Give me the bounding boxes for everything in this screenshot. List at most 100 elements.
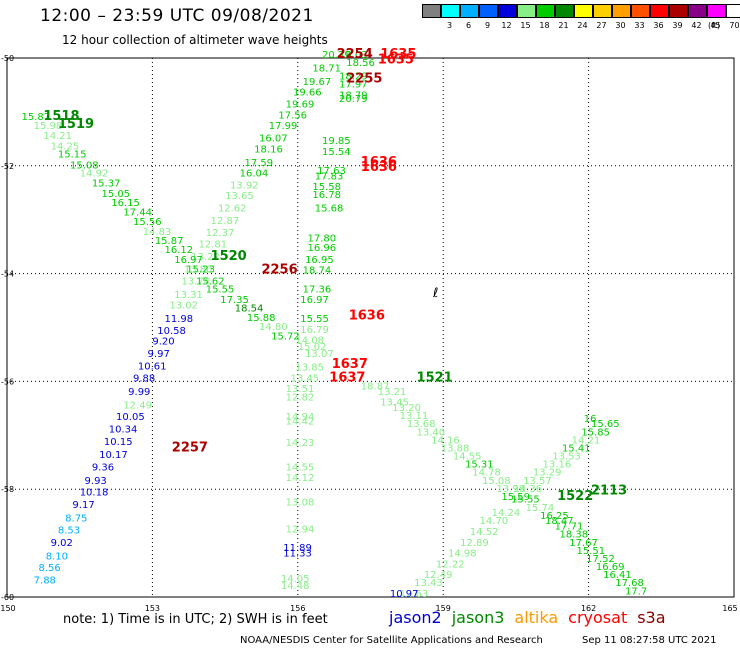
swh-value-label: 13.07: [305, 349, 334, 360]
scale-bin: 70: [725, 4, 740, 30]
swh-value-label: 13.45: [291, 373, 320, 384]
swh-value-label: 8.53: [58, 525, 80, 536]
swh-value-label: 16.97: [174, 255, 203, 266]
pass-time-label: 1636: [349, 308, 385, 323]
satellite-legend-cryosat: cryosat: [568, 608, 628, 627]
scale-bin: 18: [535, 4, 555, 30]
swh-value-label: 17.63: [317, 166, 346, 177]
swh-value-label: 15.87: [22, 112, 51, 123]
scale-swatch: [687, 4, 707, 18]
swh-value-label: 13.21: [378, 387, 407, 398]
scale-tick-label: 70: [729, 21, 740, 30]
swh-value-label: 9.36: [92, 462, 114, 473]
grid-lines: [7, 58, 734, 597]
swh-value-label: 18.03: [339, 50, 368, 61]
swh-value-label: 9.02: [51, 538, 73, 549]
swh-value-label: 16.07: [259, 134, 288, 145]
plot-frame: [6, 57, 735, 598]
swh-value-label: 12.82: [286, 392, 315, 403]
scale-swatch: [611, 4, 631, 18]
pass-time-label: 2256: [261, 263, 297, 278]
swh-value-label: 18.16: [254, 144, 283, 155]
swh-value-label: 14.55: [286, 462, 315, 473]
satellite-legend-s3a: s3a: [637, 608, 666, 627]
swh-value-label: 13.29: [533, 468, 562, 479]
scale-swatch: [592, 4, 612, 18]
scale-bin: 33: [630, 4, 650, 30]
pass-time-label: 1519: [58, 117, 94, 132]
scale-bin: 15: [516, 4, 536, 30]
swh-value-label: 17.99: [269, 121, 298, 132]
swh-value-label: 17.83: [315, 171, 344, 182]
swh-value-label: 15.56: [133, 217, 162, 228]
pass-time-label: 2257: [172, 440, 208, 455]
swh-value-label: 13.92: [230, 180, 259, 191]
page-title: 12:00 – 23:59 UTC 09/08/2021: [40, 6, 314, 26]
scale-swatch: [649, 4, 669, 18]
swh-value-label: 14.12: [286, 473, 315, 484]
swh-value-label: 13.16: [543, 460, 572, 471]
swh-value-label: 14.05: [281, 574, 310, 585]
swh-value-label: 15.08: [482, 476, 511, 487]
scale-tick-label: 18: [539, 21, 550, 30]
swh-value-label: 14.52: [470, 527, 499, 538]
scale-bin: 36: [649, 4, 669, 30]
page-subtitle: 12 hour collection of altimeter wave hei…: [62, 33, 328, 47]
y-tick-label: -56: [1, 377, 14, 386]
scale-tick-label: 21: [558, 21, 569, 30]
scale-tick-label: 39: [672, 21, 683, 30]
swh-value-label: 18.74: [303, 266, 332, 277]
swh-value-label: 14.08: [295, 336, 324, 347]
swh-value-label: 15.88: [247, 313, 276, 324]
swh-value-label: 13.57: [523, 476, 552, 487]
swh-value-label: 9.20: [152, 337, 174, 348]
swh-value-label: 13.31: [174, 290, 203, 301]
swh-value-label: 15.15: [58, 150, 87, 161]
swh-value-label: 14.36: [513, 484, 542, 495]
swh-value-label: 14.42: [286, 417, 315, 428]
swh-value-label: 18.38: [560, 530, 589, 541]
satellite-legend-jason2: jason2: [389, 608, 442, 627]
swh-value-label: 12.49: [424, 570, 453, 581]
swh-value-label: 16.15: [111, 198, 140, 209]
swh-value-label: 17.71: [555, 522, 584, 533]
swh-value-label: 11.98: [165, 314, 194, 325]
scale-bin: 30: [611, 4, 631, 30]
scale-tick-label: 12: [501, 21, 512, 30]
swh-value-label: 12.81: [198, 240, 227, 251]
swh-value-label: 13.74: [181, 276, 210, 287]
scale-tick-label: 24: [577, 21, 588, 30]
axis-ticks: 150 153 156 159 162 165 -50 -52 -54 -56 -58 -60: [0, 54, 737, 613]
pass-time-label: 1520: [211, 249, 247, 264]
scale-tick-label: 27: [596, 21, 607, 30]
swh-value-label: 15.65: [591, 419, 620, 430]
x-tick-label: 153: [145, 604, 160, 613]
swh-value-label: 16.04: [240, 169, 269, 180]
y-tick-label: -60: [1, 593, 14, 602]
y-tick-label: -58: [1, 485, 14, 494]
swh-value-label: 15.55: [300, 314, 329, 325]
scale-tick-label: 33: [634, 21, 645, 30]
swh-value-label: 16.41: [603, 570, 632, 581]
swh-value-label: 19.67: [303, 77, 332, 88]
x-tick-label: 150: [0, 604, 15, 613]
scale-swatch: [725, 4, 740, 18]
swh-value-label: 12.94: [286, 524, 315, 535]
swh-value-label: 17.97: [339, 80, 368, 91]
pass-time-label: 2255: [346, 71, 382, 86]
x-tick-label: 162: [581, 604, 596, 613]
swh-value-label: 13.11: [400, 411, 429, 422]
scale-tick-label: 3: [446, 21, 453, 30]
scale-bin: [421, 4, 441, 30]
swh-value-label: 10.61: [138, 362, 167, 373]
swh-value-label: 13.22: [191, 252, 220, 263]
swh-value-label: 16.97: [300, 295, 329, 306]
scale-bin: 12: [497, 4, 517, 30]
swh-value-label: 14.83: [143, 227, 172, 238]
swh-value-label: 13.65: [225, 191, 254, 202]
swh-value-label: 8.10: [46, 551, 68, 562]
swh-value-label: 12.87: [211, 216, 240, 227]
swh-value-label: 12.62: [218, 204, 247, 215]
swh-value-label: 16.96: [307, 243, 336, 254]
